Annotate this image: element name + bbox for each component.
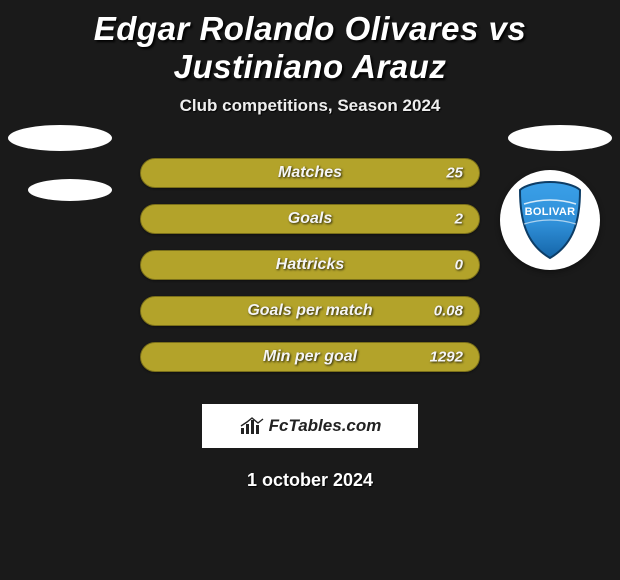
stat-label: Goals: [288, 210, 332, 228]
stat-label: Hattricks: [276, 256, 344, 274]
stat-value: 2: [455, 211, 463, 228]
fctables-logo[interactable]: FcTables.com: [202, 404, 418, 448]
stat-value: 25: [446, 165, 463, 182]
bars-chart-icon: [239, 416, 265, 436]
stats-area: Matches 25 Goals 2 Hattricks 0 Goals per…: [0, 158, 620, 378]
player-right-placeholder: [508, 125, 612, 151]
stat-bars: Matches 25 Goals 2 Hattricks 0 Goals per…: [140, 158, 480, 388]
stat-bar: Goals per match 0.08: [140, 296, 480, 326]
logo-text: FcTables.com: [269, 416, 382, 436]
date-line: 1 october 2024: [0, 470, 620, 491]
stat-bar: Hattricks 0: [140, 250, 480, 280]
page-title: Edgar Rolando Olivares vs Justiniano Ara…: [0, 2, 620, 90]
stat-bar: Matches 25: [140, 158, 480, 188]
stat-label: Min per goal: [263, 348, 357, 366]
subtitle: Club competitions, Season 2024: [0, 96, 620, 116]
logo-inner: FcTables.com: [239, 416, 382, 436]
stat-bar: Min per goal 1292: [140, 342, 480, 372]
stat-value: 0.08: [434, 303, 463, 320]
player-left-placeholder-1: [8, 125, 112, 151]
comparison-card: Edgar Rolando Olivares vs Justiniano Ara…: [0, 0, 620, 580]
stat-label: Matches: [278, 164, 342, 182]
stat-label: Goals per match: [247, 302, 372, 320]
stat-value: 0: [455, 257, 463, 274]
stat-bar: Goals 2: [140, 204, 480, 234]
stat-value: 1292: [430, 349, 463, 366]
